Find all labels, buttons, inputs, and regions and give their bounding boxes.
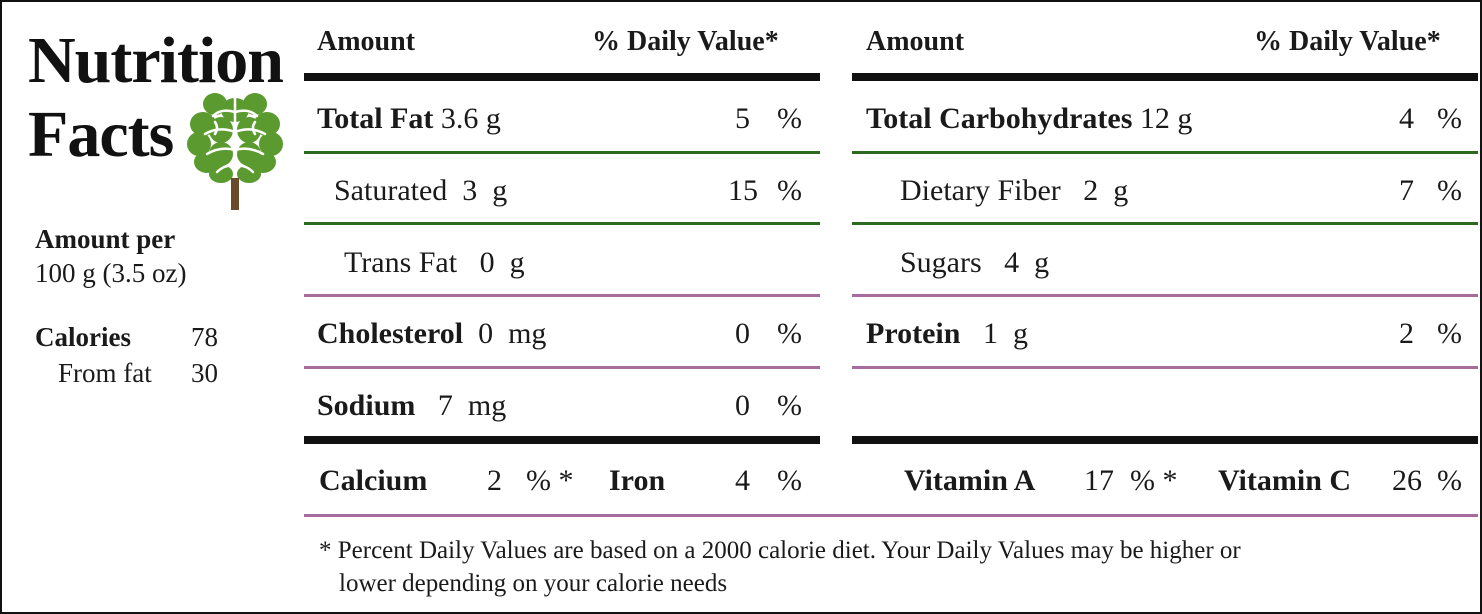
total-fat-label: Total Fat bbox=[317, 102, 434, 135]
from-fat-value: 30 bbox=[191, 358, 218, 388]
right-bottom-bar bbox=[852, 436, 1478, 444]
title-facts: Facts bbox=[28, 98, 174, 171]
total-carbs-label: Total Carbohydrates bbox=[866, 102, 1133, 135]
right-amount-header: Amount bbox=[866, 26, 965, 57]
cholesterol-dv: 0 bbox=[735, 317, 750, 350]
sodium-row: Sodium 7 mg bbox=[317, 389, 506, 423]
rule-purple bbox=[852, 294, 1478, 297]
saturated-dv: 15 bbox=[728, 174, 758, 207]
sodium-label: Sodium bbox=[317, 389, 416, 422]
left-bottom-bar bbox=[304, 436, 820, 444]
calories-value: 78 bbox=[191, 322, 218, 352]
cholesterol-label: Cholesterol bbox=[317, 317, 464, 350]
cholesterol-amount: 0 mg bbox=[478, 317, 547, 350]
calcium-label: Calcium bbox=[319, 464, 428, 497]
sugars-label: Sugars bbox=[900, 246, 982, 279]
calcium-pct: % * bbox=[526, 464, 574, 497]
left-top-bar bbox=[304, 73, 820, 81]
vitamin-c-value: 26 bbox=[1392, 464, 1422, 497]
total-carbs-dv: 4 bbox=[1399, 102, 1414, 135]
dietary-fiber-row: Dietary Fiber 2 g bbox=[900, 174, 1128, 208]
rule-green bbox=[304, 151, 820, 154]
sodium-pct: % bbox=[777, 389, 802, 422]
total-fat-pct: % bbox=[777, 102, 802, 135]
total-carbs-pct: % bbox=[1437, 102, 1462, 135]
dietary-fiber-dv: 7 bbox=[1399, 174, 1414, 207]
total-fat-dv: 5 bbox=[735, 102, 750, 135]
dietary-fiber-label: Dietary Fiber bbox=[900, 174, 1061, 207]
iron-value: 4 bbox=[735, 464, 750, 497]
right-dv-header: % Daily Value* bbox=[1254, 26, 1441, 57]
calories-label: Calories bbox=[35, 322, 131, 352]
cholesterol-row: Cholesterol 0 mg bbox=[317, 317, 546, 351]
total-carbs-amount: 12 g bbox=[1139, 102, 1193, 135]
saturated-amount: 3 g bbox=[462, 174, 508, 207]
vitamin-a-pct: % * bbox=[1130, 464, 1178, 497]
rule-green bbox=[852, 222, 1478, 225]
amount-per-label: Amount per bbox=[35, 224, 176, 254]
protein-pct: % bbox=[1437, 317, 1462, 350]
vitamin-a-label: Vitamin A bbox=[904, 464, 1036, 497]
protein-amount: 1 g bbox=[982, 317, 1028, 350]
saturated-row: Saturated 3 g bbox=[334, 174, 507, 208]
vitamin-c-pct: % bbox=[1437, 464, 1462, 497]
footnote: * Percent Daily Values are based on a 20… bbox=[319, 534, 1439, 600]
rule-purple bbox=[304, 514, 1478, 517]
vitamin-c-label: Vitamin C bbox=[1218, 464, 1352, 497]
left-dv-header: % Daily Value* bbox=[592, 26, 779, 57]
dietary-fiber-amount: 2 g bbox=[1083, 174, 1129, 207]
left-amount-header: Amount bbox=[317, 26, 416, 57]
dietary-fiber-pct: % bbox=[1437, 174, 1462, 207]
sugars-amount: 4 g bbox=[1004, 246, 1050, 279]
total-fat-row: Total Fat 3.6 g bbox=[317, 102, 501, 136]
rule-purple bbox=[852, 366, 1478, 369]
title-nutrition: Nutrition bbox=[28, 24, 284, 97]
sodium-amount: 7 mg bbox=[437, 389, 507, 422]
protein-row: Protein 1 g bbox=[866, 317, 1028, 351]
iron-label: Iron bbox=[609, 464, 666, 497]
calcium-value: 2 bbox=[487, 464, 502, 497]
rule-green bbox=[852, 151, 1478, 154]
sodium-dv: 0 bbox=[735, 389, 750, 422]
footnote-line-2: lower depending on your calorie needs bbox=[339, 570, 728, 597]
trans-fat-row: Trans Fat 0 g bbox=[344, 246, 525, 280]
footnote-line-1: * Percent Daily Values are based on a 20… bbox=[319, 537, 1241, 564]
rule-purple bbox=[304, 294, 820, 297]
sugars-row: Sugars 4 g bbox=[900, 246, 1049, 280]
total-carbs-row: Total Carbohydrates 12 g bbox=[866, 102, 1192, 136]
right-top-bar bbox=[852, 73, 1478, 81]
trans-fat-label: Trans Fat bbox=[344, 246, 458, 279]
saturated-pct: % bbox=[777, 174, 802, 207]
protein-dv: 2 bbox=[1399, 317, 1414, 350]
saturated-label: Saturated bbox=[334, 174, 448, 207]
from-fat-label: From fat bbox=[58, 358, 152, 388]
iron-pct: % bbox=[777, 464, 802, 497]
vitamin-a-value: 17 bbox=[1084, 464, 1114, 497]
brain-tree-icon bbox=[187, 93, 283, 210]
serving-size-value: 100 g (3.5 oz) bbox=[35, 258, 187, 288]
rule-green bbox=[304, 222, 820, 225]
trans-fat-amount: 0 g bbox=[479, 246, 525, 279]
rule-purple bbox=[304, 366, 820, 369]
total-fat-amount: 3.6 g bbox=[440, 102, 501, 135]
cholesterol-pct: % bbox=[777, 317, 802, 350]
protein-label: Protein bbox=[866, 317, 961, 350]
